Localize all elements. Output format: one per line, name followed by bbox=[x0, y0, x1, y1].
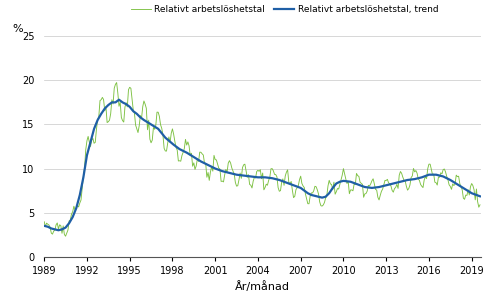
Relativt arbetslöshetstal bbox=[398, 170, 404, 173]
Relativt arbetslöshetstal, trend bbox=[66, 221, 72, 225]
Relativt arbetslöshetstal bbox=[166, 135, 172, 139]
Relativt arbetslöshetstal bbox=[114, 81, 120, 84]
Relativt arbetslöshetstal, trend bbox=[477, 194, 483, 198]
Relativt arbetslöshetstal bbox=[63, 234, 69, 238]
Relativt arbetslöshetstal bbox=[106, 120, 111, 124]
Relativt arbetslöshetstal, trend bbox=[55, 228, 61, 232]
Relativt arbetslöshetstal bbox=[41, 220, 47, 223]
Line: Relativt arbetslöshetstal: Relativt arbetslöshetstal bbox=[44, 82, 480, 236]
Relativt arbetslöshetstal, trend bbox=[75, 202, 81, 206]
Relativt arbetslöshetstal, trend bbox=[106, 103, 111, 107]
Legend: Relativt arbetslöshetstal, Relativt arbetslöshetstal, trend: Relativt arbetslöshetstal, Relativt arbe… bbox=[127, 1, 442, 17]
X-axis label: År/månad: År/månad bbox=[235, 281, 290, 292]
Relativt arbetslöshetstal bbox=[477, 203, 483, 207]
Relativt arbetslöshetstal bbox=[66, 219, 72, 223]
Relativt arbetslöshetstal, trend bbox=[41, 224, 47, 228]
Relativt arbetslöshetstal, trend bbox=[398, 180, 404, 184]
Line: Relativt arbetslöshetstal, trend: Relativt arbetslöshetstal, trend bbox=[44, 100, 480, 230]
Relativt arbetslöshetstal bbox=[334, 187, 340, 190]
Y-axis label: %: % bbox=[13, 24, 23, 34]
Relativt arbetslöshetstal, trend bbox=[116, 98, 122, 101]
Relativt arbetslöshetstal bbox=[75, 204, 81, 207]
Relativt arbetslöshetstal, trend bbox=[166, 139, 172, 143]
Relativt arbetslöshetstal, trend bbox=[334, 181, 340, 185]
